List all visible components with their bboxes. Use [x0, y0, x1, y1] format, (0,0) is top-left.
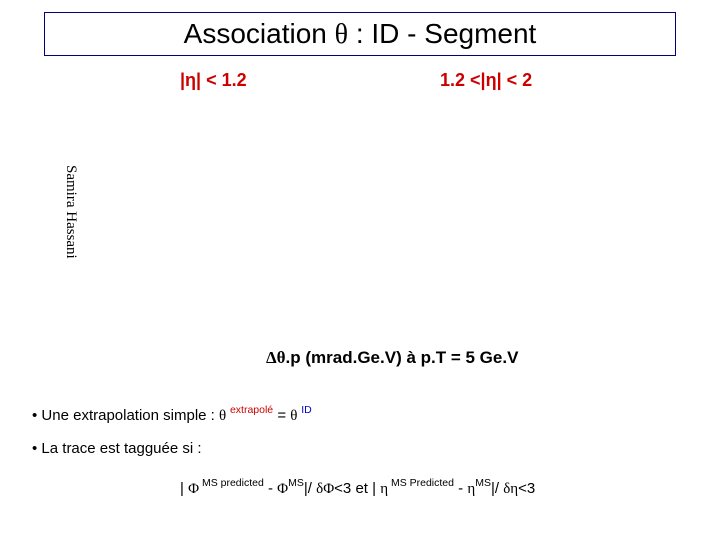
- condition-right: 1.2 <|η| < 2: [440, 70, 532, 91]
- bullet-tag-condition: • La trace est tagguée si :: [32, 440, 202, 457]
- ff-bar1: |/: [304, 480, 316, 497]
- b1-sup-id: ID: [301, 404, 312, 416]
- title-box: Association θ : ID - Segment: [44, 12, 676, 56]
- dot-p-text: .p (mrad.Ge.V) à p.T = 5 Ge.V: [286, 348, 519, 367]
- ff-dphi: δΦ: [316, 481, 334, 497]
- b1-theta1: θ: [219, 408, 230, 424]
- ff-lt3a: <3 et |: [334, 480, 380, 497]
- title-prefix: Association: [184, 18, 335, 49]
- title-suffix: : ID - Segment: [348, 18, 536, 49]
- resolution-formula: Δθ.p (mrad.Ge.V) à p.T = 5 Ge.V: [266, 348, 518, 368]
- condition-left: |η| < 1.2: [180, 70, 247, 91]
- b1-prefix: • Une extrapolation simple :: [32, 407, 219, 424]
- ff-sup-mspred1: MS predicted: [199, 477, 264, 489]
- ff-minus1: -: [264, 480, 277, 497]
- ff-open1: |: [180, 480, 188, 497]
- page-title: Association θ : ID - Segment: [184, 18, 537, 51]
- ff-eta1: η: [380, 481, 388, 497]
- b1-sup-extrapole: extrapolé: [230, 404, 273, 416]
- b1-theta2: θ: [290, 408, 301, 424]
- author-sidebar: Samira Hassani: [62, 165, 79, 259]
- ff-minus2: -: [454, 480, 467, 497]
- ff-phi2: Φ: [277, 481, 288, 497]
- b1-eq: =: [273, 407, 290, 424]
- ff-lt3b: <3: [518, 480, 535, 497]
- ff-bar2: |/: [491, 480, 503, 497]
- delta-theta: Δθ: [266, 348, 286, 367]
- ff-sup-ms1: MS: [288, 477, 304, 489]
- ff-deta: δη: [503, 481, 518, 497]
- bullet-extrapolation: • Une extrapolation simple : θ extrapolé…: [32, 405, 312, 425]
- title-theta: θ: [335, 19, 348, 50]
- ff-phi1: Φ: [188, 481, 199, 497]
- final-formula: | Φ MS predicted - ΦMS|/ δΦ<3 et | η MS …: [180, 478, 535, 498]
- ff-sup-ms2: MS: [475, 477, 491, 489]
- conditions-row: |η| < 1.2 1.2 <|η| < 2: [0, 70, 720, 100]
- ff-sup-mspred2: MS Predicted: [388, 477, 454, 489]
